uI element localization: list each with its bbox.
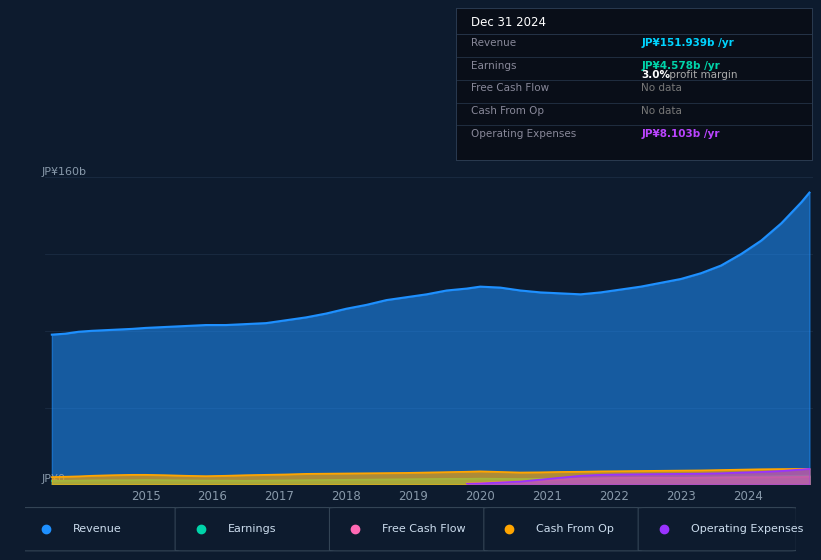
- FancyBboxPatch shape: [329, 507, 488, 551]
- Text: 3.0%: 3.0%: [641, 70, 670, 80]
- Text: Dec 31 2024: Dec 31 2024: [470, 16, 546, 29]
- Text: profit margin: profit margin: [666, 70, 738, 80]
- Text: JP¥151.939b /yr: JP¥151.939b /yr: [641, 38, 734, 48]
- Text: Free Cash Flow: Free Cash Flow: [382, 524, 466, 534]
- Text: Free Cash Flow: Free Cash Flow: [470, 83, 548, 94]
- Text: Earnings: Earnings: [227, 524, 276, 534]
- Text: JP¥4.578b /yr: JP¥4.578b /yr: [641, 60, 720, 71]
- Text: Operating Expenses: Operating Expenses: [690, 524, 803, 534]
- Text: JP¥0: JP¥0: [41, 474, 66, 484]
- FancyBboxPatch shape: [21, 507, 179, 551]
- Text: Earnings: Earnings: [470, 60, 516, 71]
- Text: Cash From Op: Cash From Op: [470, 106, 544, 116]
- Text: JP¥8.103b /yr: JP¥8.103b /yr: [641, 129, 720, 139]
- Text: Operating Expenses: Operating Expenses: [470, 129, 576, 139]
- Text: No data: No data: [641, 106, 682, 116]
- FancyBboxPatch shape: [638, 507, 796, 551]
- Text: Cash From Op: Cash From Op: [536, 524, 614, 534]
- Text: No data: No data: [641, 83, 682, 94]
- FancyBboxPatch shape: [175, 507, 333, 551]
- FancyBboxPatch shape: [484, 507, 642, 551]
- Text: JP¥160b: JP¥160b: [41, 167, 86, 177]
- Text: Revenue: Revenue: [470, 38, 516, 48]
- Text: Revenue: Revenue: [73, 524, 122, 534]
